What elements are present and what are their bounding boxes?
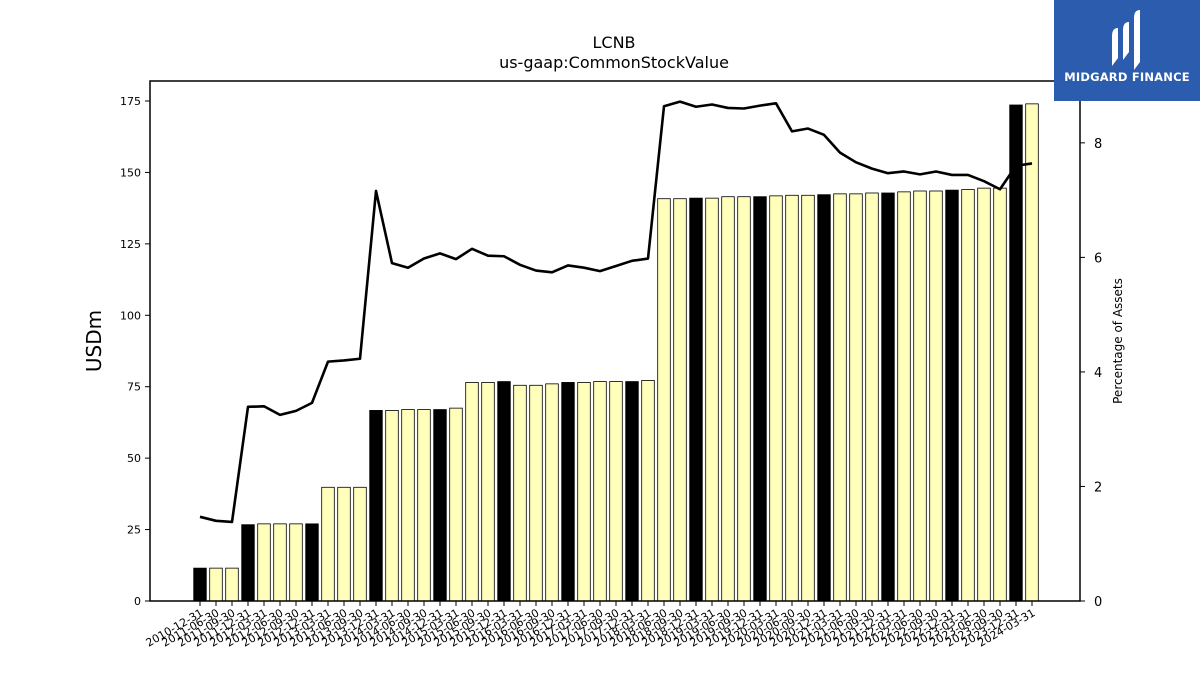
bar	[417, 409, 431, 602]
y2-tick-label: 8	[1094, 137, 1102, 152]
bar	[257, 523, 271, 602]
chart-title: LCNB	[592, 33, 635, 52]
bar	[849, 193, 863, 602]
bar	[561, 382, 575, 602]
bar	[369, 410, 383, 602]
bar	[657, 198, 671, 602]
bar	[769, 195, 783, 602]
bar-series	[193, 103, 1039, 602]
bar	[897, 191, 911, 602]
bar	[481, 382, 495, 602]
bar	[1025, 103, 1039, 602]
plot-frame	[149, 80, 1081, 602]
bar	[817, 194, 831, 602]
y-axis-label: USDm	[82, 310, 106, 372]
bar	[241, 524, 255, 602]
x-axis: 2010-12-312011-06-302011-09-302011-12-31…	[144, 601, 1038, 650]
y-tick-label: 125	[120, 238, 141, 251]
bar	[737, 196, 751, 602]
y-tick-label: 25	[127, 524, 141, 537]
bar	[609, 381, 623, 602]
bar	[801, 194, 815, 602]
y2-tick-label: 4	[1094, 366, 1102, 381]
logo-icon	[1112, 10, 1140, 70]
bar	[689, 197, 703, 602]
bar	[513, 384, 527, 602]
bar	[913, 190, 927, 602]
y2-tick-label: 6	[1094, 251, 1102, 266]
bar	[529, 384, 543, 602]
left-axis: 0 25 50 75 100 125 150 175	[120, 95, 150, 608]
bar	[593, 381, 607, 602]
bar	[193, 567, 207, 602]
bar	[433, 409, 447, 602]
logo: MIDGARD FINANCE	[1054, 0, 1200, 101]
bar	[833, 193, 847, 602]
bar	[945, 189, 959, 602]
pct-assets-line	[199, 100, 1033, 524]
y2-axis-label: Percentage of Assets	[1111, 278, 1125, 404]
bar	[993, 187, 1007, 602]
bar	[1009, 104, 1023, 602]
bar	[865, 192, 879, 602]
bar	[353, 486, 367, 602]
logo-text: MIDGARD FINANCE	[1064, 70, 1190, 84]
y-tick-label: 175	[120, 95, 141, 108]
bar	[977, 187, 991, 602]
y2-tick-label: 2	[1094, 480, 1102, 495]
line-series	[199, 100, 1033, 524]
bar	[225, 567, 239, 602]
bar	[289, 523, 303, 602]
bar	[753, 196, 767, 602]
y2-tick-label: 0	[1094, 595, 1102, 610]
bar	[641, 380, 655, 602]
y-tick-label: 150	[120, 166, 141, 179]
bar	[401, 409, 415, 602]
bar	[929, 190, 943, 602]
bar	[497, 381, 511, 602]
y-tick-label: 100	[120, 309, 141, 322]
bar	[577, 382, 591, 602]
bar	[337, 486, 351, 602]
bar	[673, 198, 687, 602]
bar	[625, 381, 639, 602]
chart-subtitle: us-gaap:CommonStockValue	[499, 53, 729, 72]
bar	[881, 192, 895, 602]
bar	[705, 197, 719, 602]
bar	[465, 382, 479, 602]
bar	[305, 523, 319, 602]
bar	[385, 410, 399, 602]
bar	[449, 407, 463, 602]
right-axis: 0 2 4 6 8	[1080, 137, 1102, 610]
y-tick-label: 50	[127, 452, 141, 465]
bar	[961, 189, 975, 602]
y-tick-label: 75	[127, 381, 141, 394]
bar	[721, 196, 735, 602]
bar	[321, 486, 335, 602]
bar	[545, 383, 559, 602]
bar	[785, 194, 799, 602]
bar	[209, 567, 223, 602]
bar	[273, 523, 287, 602]
y-tick-label: 0	[134, 595, 141, 608]
